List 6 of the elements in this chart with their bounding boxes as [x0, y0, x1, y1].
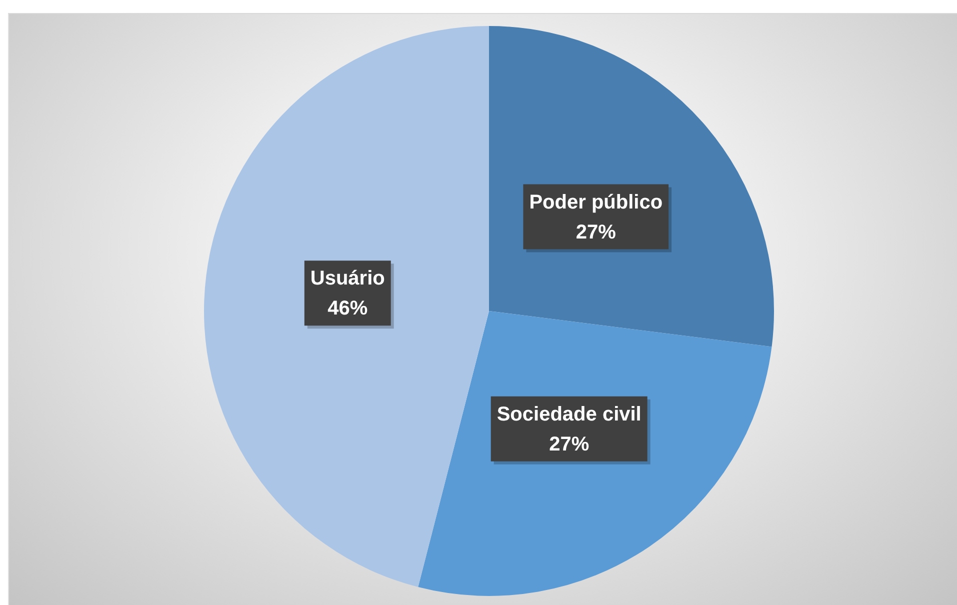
data-label: 27%	[576, 221, 616, 244]
slice-label: Sociedade civil	[496, 403, 642, 426]
slice-label: Usuário	[310, 268, 385, 290]
data-label: 27%	[549, 433, 590, 456]
slice-label: Poder público	[529, 191, 663, 214]
data-label: 46%	[328, 298, 368, 320]
